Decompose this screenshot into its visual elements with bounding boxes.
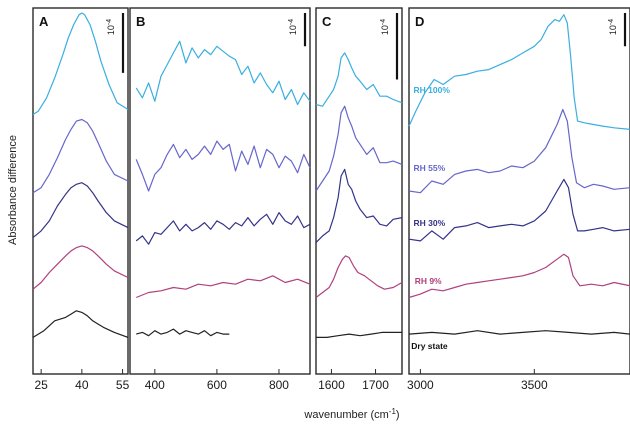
series-line-rh100 xyxy=(315,52,403,107)
series-line-rh55 xyxy=(32,118,129,194)
x-tick-label: 400 xyxy=(145,378,165,392)
scale-bar-label: 10-4 xyxy=(106,19,116,35)
scale-bar-label: 10-4 xyxy=(608,19,618,35)
panel-frame xyxy=(315,7,403,375)
scale-bar-label: 10-4 xyxy=(380,19,390,35)
x-axis-label-end: ) xyxy=(396,409,400,421)
panel-label: B xyxy=(136,14,145,29)
series-line-rh55 xyxy=(315,105,403,192)
series-line-rh9 xyxy=(135,275,311,299)
panel-c: C 1600 1700 10-4 xyxy=(315,7,403,392)
panel-label: C xyxy=(322,14,332,29)
panels-group: A 25 40 55 10-4 B 400 600 800 10-4 C 1600 1700 10-4 D 3… xyxy=(32,7,630,392)
series-line-rh30 xyxy=(315,168,403,244)
x-tick-label: 600 xyxy=(207,378,227,392)
panel-frame xyxy=(129,7,311,375)
x-tick-label: 1700 xyxy=(362,378,389,392)
panel-frame xyxy=(408,7,630,375)
series-line-rh100 xyxy=(135,40,311,106)
x-axis-label-sup: -1 xyxy=(389,407,397,416)
x-tick-label: 3000 xyxy=(407,378,434,392)
series-line-rh100 xyxy=(32,12,129,116)
x-tick-label: 1600 xyxy=(318,378,345,392)
series-line-rh30 xyxy=(135,212,311,245)
series-line-rh9 xyxy=(32,245,129,290)
curve-label-dry: Dry state xyxy=(411,341,448,351)
panel-a: A 25 40 55 10-4 xyxy=(32,7,130,392)
curve-label-rh100: RH 100% xyxy=(414,85,451,95)
scale-bar-label: 10-4 xyxy=(288,19,298,35)
panel-frame xyxy=(32,7,129,375)
series-line-rh55 xyxy=(408,108,630,194)
curve-label-rh30: RH 30% xyxy=(414,218,446,228)
series-line-rh9 xyxy=(315,255,403,298)
panel-label: D xyxy=(415,14,424,29)
x-tick-label: 55 xyxy=(116,378,130,392)
x-axis-label: wavenumber (cm-1) xyxy=(303,407,399,421)
y-axis-label: Absorbance difference xyxy=(7,135,19,245)
panel-label: A xyxy=(39,14,49,29)
series-line-rh100 xyxy=(408,14,630,130)
x-axis-label-main: wavenumber (cm xyxy=(303,409,388,421)
series-line-rh30 xyxy=(32,182,129,239)
series-line-rh30 xyxy=(408,178,630,242)
series-line-dry xyxy=(136,328,230,337)
panel-b: B 400 600 800 10-4 xyxy=(129,7,311,392)
curve-label-rh9: RH 9% xyxy=(415,276,442,286)
curve-label-rh55: RH 55% xyxy=(414,163,446,173)
series-line-rh9 xyxy=(408,253,630,299)
x-tick-label: 3500 xyxy=(521,378,548,392)
series-line-dry xyxy=(408,330,630,335)
series-line-rh55 xyxy=(135,140,311,192)
panel-d: D 3000 3500 10-4 RH 100% RH 55% RH 30% RH 9% Dry… xyxy=(407,7,630,392)
series-line-dry xyxy=(316,331,402,338)
x-tick-label: 25 xyxy=(34,378,48,392)
x-tick-label: 40 xyxy=(75,378,89,392)
series-line-dry xyxy=(32,310,129,338)
x-tick-label: 800 xyxy=(269,378,289,392)
